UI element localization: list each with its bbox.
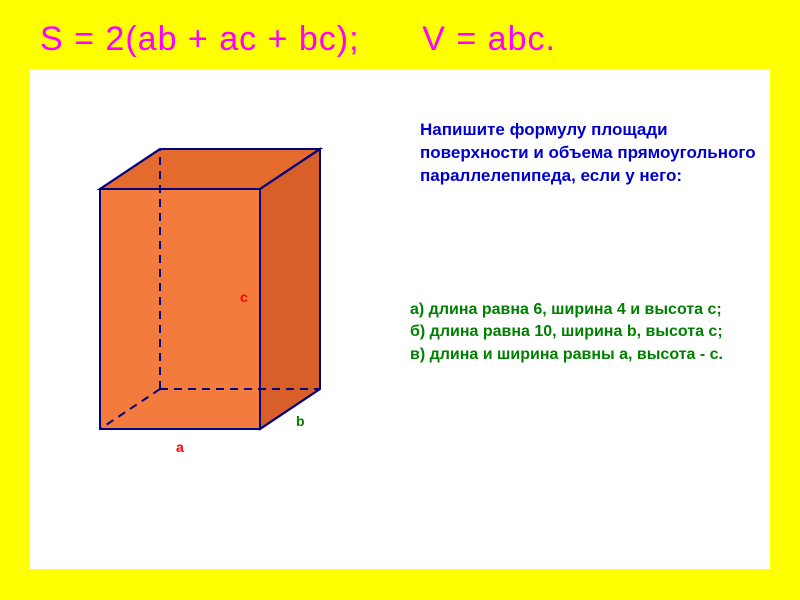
label-b: b — [296, 413, 305, 429]
option-a: а) длина равна 6, ширина 4 и высота с; — [410, 299, 790, 321]
label-a: a — [176, 439, 184, 455]
option-c: в) длина и ширина равны а, высота - с. — [410, 344, 790, 366]
cuboid-diagram: a b c — [70, 129, 370, 469]
label-c: c — [240, 289, 248, 305]
option-b: б) длина равна 10, ширина b, высота с; — [410, 321, 790, 343]
options-list: а) длина равна 6, ширина 4 и высота с; б… — [410, 299, 790, 366]
task-text: Напишите формулу площади поверхности и о… — [420, 119, 760, 188]
volume-formula: V = abc. — [422, 20, 556, 58]
surface-formula: S = 2(ab + ac + bc); — [40, 20, 360, 58]
content-area: a b c Напишите формулу площади поверхнос… — [30, 69, 770, 569]
formula-bar: S = 2(ab + ac + bc); V = abc. — [0, 0, 800, 69]
